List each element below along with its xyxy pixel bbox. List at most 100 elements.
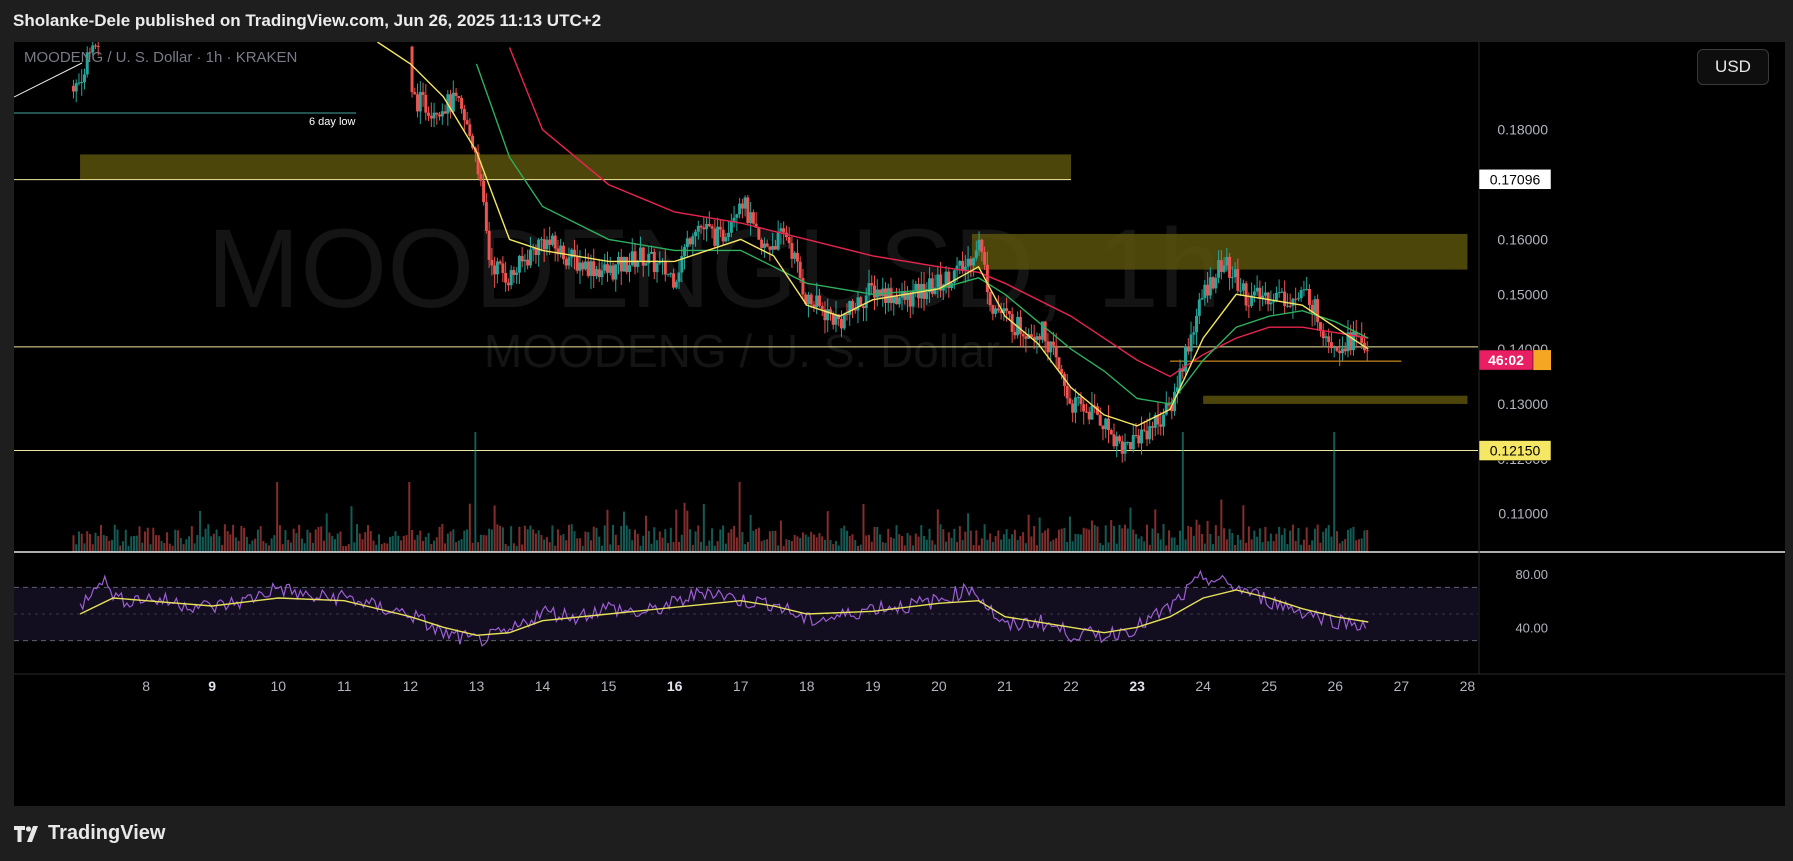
volume-bar: [826, 511, 829, 552]
candle-body: [672, 273, 676, 288]
candle-body: [1087, 411, 1091, 420]
tradingview-logo[interactable]: TradingView: [14, 822, 165, 845]
volume-bar: [499, 525, 502, 552]
volume-bar: [645, 515, 648, 552]
ema-slow-line: [508, 47, 1369, 378]
candle-body: [1151, 426, 1155, 428]
candle-body: [1148, 426, 1152, 440]
volume-bar: [1011, 534, 1014, 552]
volume-bar: [1154, 509, 1157, 552]
candle-body: [1283, 291, 1287, 306]
volume-bar: [303, 543, 306, 552]
volume-bar: [570, 524, 573, 552]
volume-bar: [160, 540, 163, 552]
candle-body: [1302, 289, 1306, 291]
volume-bar: [879, 534, 882, 552]
candle-body: [520, 255, 524, 262]
candle-body: [589, 261, 593, 276]
volume-bar: [956, 542, 959, 552]
candle-body: [1321, 330, 1325, 339]
volume-bar: [939, 524, 942, 552]
volume-bar: [763, 540, 766, 552]
volume-bar: [430, 544, 433, 552]
volume-bar: [1079, 534, 1082, 552]
candle-body: [471, 135, 475, 148]
candle-body: [1236, 269, 1240, 291]
volume-bar: [867, 534, 870, 552]
volume-bar: [678, 541, 681, 552]
candle-body: [765, 243, 769, 247]
candle-body: [795, 252, 799, 262]
candle-body: [1266, 292, 1270, 305]
volume-bar: [212, 533, 215, 552]
volume-bar: [851, 534, 854, 552]
candle-body: [1195, 315, 1199, 333]
candle-body: [955, 265, 959, 271]
volume-bar: [127, 545, 130, 552]
candle-body: [526, 259, 530, 266]
volume-bar: [796, 536, 799, 552]
volume-bar: [840, 528, 843, 552]
volume-bar: [149, 544, 152, 552]
volume-bar: [441, 524, 444, 552]
candle-body: [421, 92, 425, 95]
candle-body: [680, 256, 684, 273]
candle-body: [914, 283, 918, 292]
candle-body: [696, 225, 700, 232]
candle-body: [1024, 336, 1028, 339]
volume-bar: [273, 535, 276, 552]
volume-bar: [870, 541, 873, 552]
candle-body: [1106, 418, 1110, 430]
volume-bar: [515, 545, 518, 552]
volume-bar: [455, 542, 458, 552]
rsi-axis[interactable]: 80.00 40.00: [1515, 567, 1548, 635]
volume-bar: [1090, 520, 1093, 552]
volume-bar: [573, 531, 576, 552]
candle-body: [699, 225, 703, 228]
volume-bar: [664, 529, 667, 552]
volume-bar: [523, 525, 526, 552]
volume-bar: [925, 539, 928, 552]
volume-bar: [521, 544, 524, 552]
volume-bar: [603, 525, 606, 552]
candle-body: [872, 285, 876, 298]
volume-bar: [881, 542, 884, 552]
volume-bar: [1355, 540, 1358, 552]
volume-bar: [1126, 528, 1129, 552]
volume-bar: [856, 545, 859, 552]
candle-body: [1073, 397, 1077, 413]
volume-bar: [267, 545, 270, 552]
candle-body: [1310, 304, 1314, 313]
watermark-name: MOODENG / U. S. Dollar: [484, 325, 1000, 377]
volume-bar: [97, 536, 100, 552]
trend-line[interactable]: [13, 62, 83, 98]
volume-bar: [1234, 544, 1237, 552]
candle-body: [611, 265, 615, 280]
candle-body: [936, 274, 940, 288]
candle-body: [1269, 302, 1273, 305]
zone-2: [1203, 395, 1468, 404]
volume-bar: [391, 535, 394, 552]
currency-button[interactable]: USD: [1697, 49, 1769, 85]
volume-bar: [185, 539, 188, 552]
candle-body: [440, 111, 444, 117]
candle-body: [564, 259, 568, 266]
volume-bar: [193, 543, 196, 552]
price-chart-svg[interactable]: MOODENGUSD, 1h MOODENG / U. S. Dollar 6 …: [13, 36, 1785, 806]
volume-bar: [1294, 540, 1297, 552]
volume-bar: [1280, 534, 1283, 552]
candle-body: [864, 295, 868, 309]
chart-area[interactable]: MOODENGUSD, 1h MOODENG / U. S. Dollar 6 …: [13, 36, 1785, 806]
candle-body: [542, 239, 546, 250]
candle-body: [1049, 341, 1053, 353]
candle-body: [586, 261, 590, 276]
volume-bar: [617, 544, 620, 552]
time-tick: 23: [1129, 678, 1145, 694]
candle-body: [1186, 346, 1190, 352]
time-tick: 22: [1063, 678, 1079, 694]
volume-bar: [1300, 544, 1303, 552]
candle-body: [479, 174, 483, 181]
volume-bar: [88, 533, 91, 552]
candle-body: [1211, 277, 1215, 289]
candle-body: [517, 255, 521, 273]
